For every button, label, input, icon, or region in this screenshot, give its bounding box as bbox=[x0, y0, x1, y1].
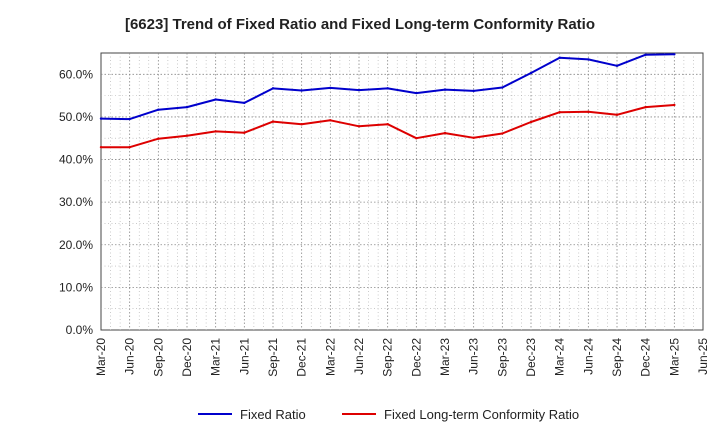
data-point bbox=[386, 122, 389, 126]
x-tick-label: Sep-23 bbox=[495, 338, 509, 377]
x-tick-label: Mar-24 bbox=[553, 338, 567, 376]
plot-area bbox=[100, 52, 704, 331]
data-point bbox=[615, 113, 619, 116]
y-tick-label: 20.0% bbox=[59, 238, 93, 252]
data-point bbox=[558, 111, 561, 114]
data-point bbox=[615, 64, 619, 67]
data-point bbox=[271, 87, 275, 90]
x-tick-label: Mar-23 bbox=[438, 338, 452, 376]
x-tick-label: Dec-23 bbox=[524, 338, 538, 377]
x-tick-label: Jun-21 bbox=[237, 338, 251, 375]
x-tick-label: Jun-24 bbox=[581, 338, 595, 375]
x-tick-label: Sep-21 bbox=[266, 338, 280, 377]
data-point bbox=[157, 108, 160, 111]
x-tick-label: Mar-25 bbox=[667, 338, 681, 376]
chart-title: [6623] Trend of Fixed Ratio and Fixed Lo… bbox=[124, 16, 596, 33]
y-tick-label: 50.0% bbox=[59, 110, 93, 124]
x-tick-label: Dec-22 bbox=[409, 338, 423, 377]
data-point bbox=[529, 120, 533, 124]
data-point bbox=[501, 86, 504, 89]
y-tick-label: 60.0% bbox=[59, 67, 93, 81]
data-point bbox=[300, 122, 303, 126]
data-point bbox=[673, 53, 676, 56]
data-point bbox=[587, 58, 590, 61]
data-point bbox=[243, 131, 246, 134]
data-point bbox=[472, 136, 475, 140]
x-tick-label: Jun-25 bbox=[696, 338, 710, 375]
data-point bbox=[558, 56, 561, 59]
x-tick-label: Sep-24 bbox=[610, 338, 624, 377]
data-point bbox=[443, 88, 447, 91]
data-point bbox=[99, 145, 103, 149]
legend-label: Fixed Ratio bbox=[240, 407, 306, 422]
data-point bbox=[99, 117, 103, 120]
data-point bbox=[243, 101, 246, 105]
x-tick-label: Dec-20 bbox=[180, 338, 194, 377]
x-tick-label: Sep-22 bbox=[381, 338, 395, 377]
y-tick-label: 0.0% bbox=[66, 323, 94, 337]
x-tick-label: Jun-22 bbox=[352, 338, 366, 375]
x-tick-label: Jun-20 bbox=[123, 338, 137, 375]
legend-label: Fixed Long-term Conformity Ratio bbox=[384, 407, 579, 422]
x-tick-label: Dec-24 bbox=[639, 338, 653, 377]
x-tick-label: Jun-23 bbox=[467, 338, 481, 375]
data-point bbox=[214, 130, 217, 133]
y-tick-label: 30.0% bbox=[59, 195, 93, 209]
data-point bbox=[300, 89, 303, 92]
data-point bbox=[185, 105, 189, 109]
data-point bbox=[357, 88, 361, 92]
data-point bbox=[443, 131, 447, 135]
data-point bbox=[271, 120, 275, 123]
data-point bbox=[329, 86, 332, 90]
data-point bbox=[128, 145, 131, 149]
y-tick-label: 40.0% bbox=[59, 153, 93, 167]
data-point bbox=[673, 103, 676, 107]
data-point bbox=[501, 132, 504, 135]
data-point bbox=[386, 87, 389, 90]
data-point bbox=[185, 134, 189, 137]
data-point bbox=[157, 137, 160, 140]
data-point bbox=[644, 53, 647, 56]
data-point bbox=[415, 137, 418, 140]
x-tick-label: Mar-20 bbox=[94, 338, 108, 376]
data-point bbox=[357, 125, 361, 128]
x-tick-label: Sep-20 bbox=[151, 338, 165, 377]
data-point bbox=[214, 98, 217, 101]
data-point bbox=[529, 71, 533, 75]
data-point bbox=[644, 105, 647, 109]
data-point bbox=[472, 89, 475, 93]
data-point bbox=[587, 110, 590, 114]
x-tick-label: Dec-21 bbox=[295, 338, 309, 377]
data-point bbox=[128, 117, 131, 121]
x-tick-label: Mar-22 bbox=[323, 338, 337, 376]
y-tick-label: 10.0% bbox=[59, 280, 93, 294]
data-point bbox=[415, 91, 418, 95]
data-point bbox=[329, 119, 332, 122]
x-tick-label: Mar-21 bbox=[209, 338, 223, 376]
